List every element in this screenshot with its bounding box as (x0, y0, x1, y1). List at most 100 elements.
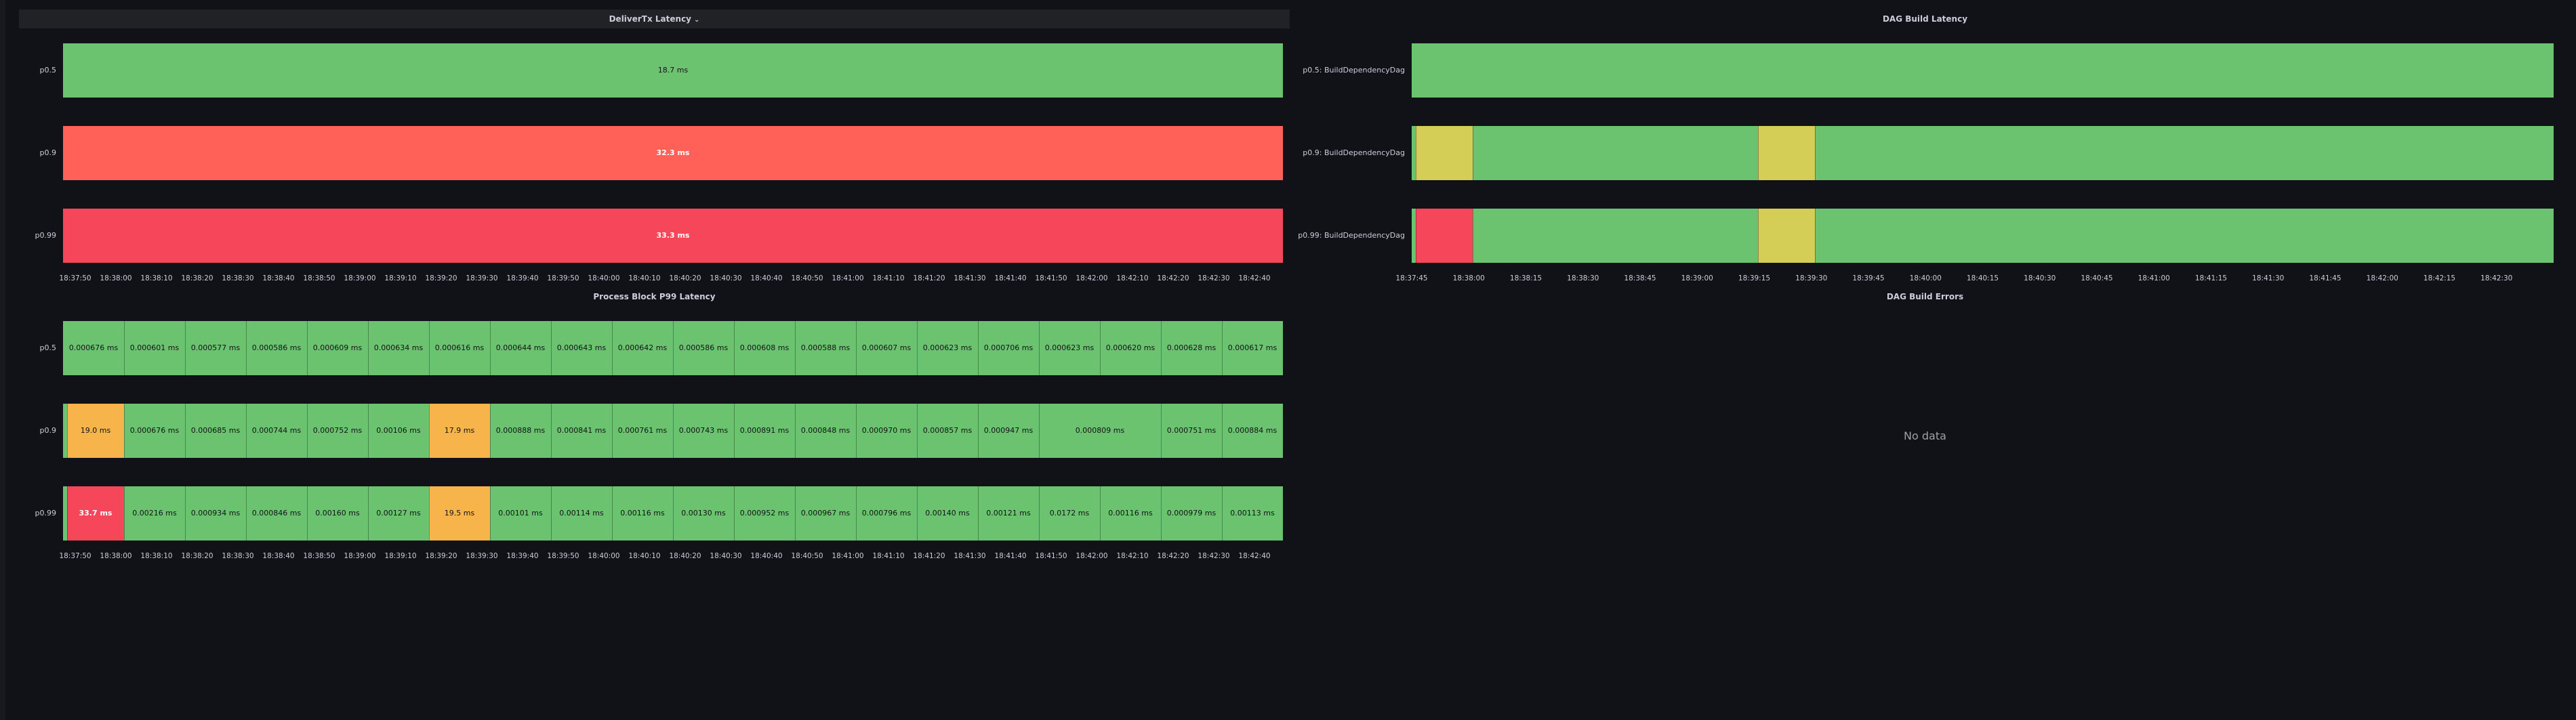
state-segment[interactable] (1412, 126, 1416, 180)
state-segment[interactable] (1415, 209, 1473, 263)
panel-title[interactable]: DAG Build Errors (1290, 287, 2560, 306)
state-segment[interactable] (1472, 126, 1759, 180)
segment-value: 0.000848 ms (800, 426, 851, 435)
state-segment[interactable]: 0.000601 ms (124, 321, 185, 375)
state-segment[interactable]: 33.3 ms (63, 209, 1283, 263)
state-segment[interactable]: 0.000620 ms (1100, 321, 1161, 375)
state-segment[interactable]: 0.000796 ms (856, 486, 917, 541)
state-segment[interactable]: 0.000628 ms (1161, 321, 1222, 375)
state-segment[interactable]: 0.000761 ms (612, 404, 673, 458)
state-segment[interactable]: 0.000979 ms (1161, 486, 1222, 541)
state-segment[interactable]: 0.00106 ms (368, 404, 429, 458)
segment-value: 0.000644 ms (495, 343, 546, 352)
state-segment[interactable]: 0.000586 ms (246, 321, 307, 375)
axis-tick-label: 18:42:20 (1157, 274, 1189, 282)
segment-value: 0.00116 ms (620, 509, 665, 517)
chevron-down-icon[interactable]: ⌄ (694, 16, 700, 24)
state-segment[interactable]: 18.7 ms (63, 43, 1283, 98)
segment-value: 0.000676 ms (129, 426, 180, 435)
segment-value: 0.000623 ms (1044, 343, 1095, 352)
state-segment[interactable]: 0.00160 ms (307, 486, 368, 541)
panel-title[interactable]: DAG Build Latency (1290, 9, 2560, 28)
state-segment[interactable]: 0.000617 ms (1222, 321, 1283, 375)
state-segment[interactable] (1815, 126, 2554, 180)
state-segment[interactable]: 0.000743 ms (673, 404, 734, 458)
state-segment[interactable]: 0.00127 ms (368, 486, 429, 541)
state-segment[interactable]: 0.00116 ms (612, 486, 673, 541)
state-segment[interactable]: 0.000884 ms (1222, 404, 1283, 458)
state-segment[interactable]: 0.000676 ms (63, 321, 124, 375)
state-segment[interactable]: 0.000623 ms (917, 321, 978, 375)
segment-value: 0.000796 ms (861, 509, 912, 517)
panel-title-text: Process Block P99 Latency (593, 292, 716, 301)
state-segment[interactable] (1815, 209, 2554, 263)
state-segment[interactable]: 0.000752 ms (307, 404, 368, 458)
axis-tick-label: 18:41:00 (2138, 274, 2170, 282)
state-segment[interactable]: 0.000634 ms (368, 321, 429, 375)
state-segment[interactable]: 0.000623 ms (1039, 321, 1100, 375)
state-segment[interactable]: 0.000857 ms (917, 404, 978, 458)
state-segment[interactable]: 0.00121 ms (978, 486, 1039, 541)
state-segment[interactable]: 0.000608 ms (734, 321, 795, 375)
state-segment[interactable]: 0.000967 ms (795, 486, 856, 541)
state-segment[interactable]: 32.3 ms (63, 126, 1283, 180)
state-segment[interactable]: 33.7 ms (67, 486, 124, 541)
state-segment[interactable]: 0.000616 ms (429, 321, 490, 375)
state-segment[interactable]: 0.0172 ms (1039, 486, 1100, 541)
state-segment[interactable]: 0.00140 ms (917, 486, 978, 541)
state-segment[interactable] (63, 404, 67, 458)
segment-value: 0.000642 ms (617, 343, 668, 352)
state-segment[interactable] (1412, 43, 2554, 98)
state-segment[interactable]: 0.000891 ms (734, 404, 795, 458)
state-segment[interactable]: 0.000970 ms (856, 404, 917, 458)
state-segment[interactable]: 0.000588 ms (795, 321, 856, 375)
state-segment[interactable]: 0.000846 ms (246, 486, 307, 541)
segment-value: 33.7 ms (79, 509, 113, 517)
state-segment[interactable]: 0.000934 ms (185, 486, 246, 541)
state-segment[interactable]: 0.000848 ms (795, 404, 856, 458)
segment-value: 0.000617 ms (1227, 343, 1277, 352)
state-segment[interactable]: 0.00113 ms (1222, 486, 1283, 541)
state-segment[interactable]: 17.9 ms (429, 404, 490, 458)
state-segment[interactable] (63, 486, 67, 541)
state-segment[interactable]: 0.00116 ms (1100, 486, 1161, 541)
panel-title[interactable]: DeliverTx Latency ⌄ (19, 9, 1290, 28)
segment-value: 0.000588 ms (800, 343, 851, 352)
state-segment[interactable]: 0.00114 ms (551, 486, 612, 541)
state-segment[interactable]: 0.000577 ms (185, 321, 246, 375)
state-segment[interactable]: 0.000809 ms (1039, 404, 1161, 458)
state-segment[interactable]: 0.000744 ms (246, 404, 307, 458)
state-segment[interactable]: 19.5 ms (429, 486, 490, 541)
state-segment[interactable]: 0.000586 ms (673, 321, 734, 375)
state-segment[interactable]: 0.000952 ms (734, 486, 795, 541)
state-segment[interactable]: 0.000644 ms (490, 321, 551, 375)
state-segment[interactable]: 0.00101 ms (490, 486, 551, 541)
timeline-row: p0.99: BuildDependencyDag (1290, 209, 2560, 263)
segment-value: 0.00140 ms (925, 509, 970, 517)
state-segment[interactable]: 0.000643 ms (551, 321, 612, 375)
state-segment[interactable] (1758, 126, 1816, 180)
panel-title[interactable]: Process Block P99 Latency (19, 287, 1290, 306)
state-segment[interactable]: 0.000642 ms (612, 321, 673, 375)
state-segment[interactable]: 0.000888 ms (490, 404, 551, 458)
state-segment[interactable]: 0.000685 ms (185, 404, 246, 458)
axis-tick-label: 18:41:15 (2194, 274, 2228, 282)
state-segment[interactable]: 0.000609 ms (307, 321, 368, 375)
state-segment[interactable] (1758, 209, 1816, 263)
state-segment[interactable]: 0.000676 ms (124, 404, 185, 458)
state-segment[interactable]: 0.000841 ms (551, 404, 612, 458)
state-segment[interactable]: 0.000706 ms (978, 321, 1039, 375)
state-segment[interactable]: 0.00216 ms (124, 486, 185, 541)
segment-value: 19.5 ms (444, 509, 475, 517)
state-segment[interactable] (1415, 126, 1473, 180)
state-lane: 18.7 ms (63, 43, 1283, 98)
state-segment[interactable]: 0.000751 ms (1161, 404, 1222, 458)
state-segment[interactable]: 0.000607 ms (856, 321, 917, 375)
state-segment[interactable] (1412, 209, 1416, 263)
segment-value: 0.00127 ms (376, 509, 421, 517)
state-segment[interactable]: 0.00130 ms (673, 486, 734, 541)
state-segment[interactable]: 19.0 ms (67, 404, 124, 458)
state-segment[interactable]: 0.000947 ms (978, 404, 1039, 458)
state-segment[interactable] (1472, 209, 1759, 263)
